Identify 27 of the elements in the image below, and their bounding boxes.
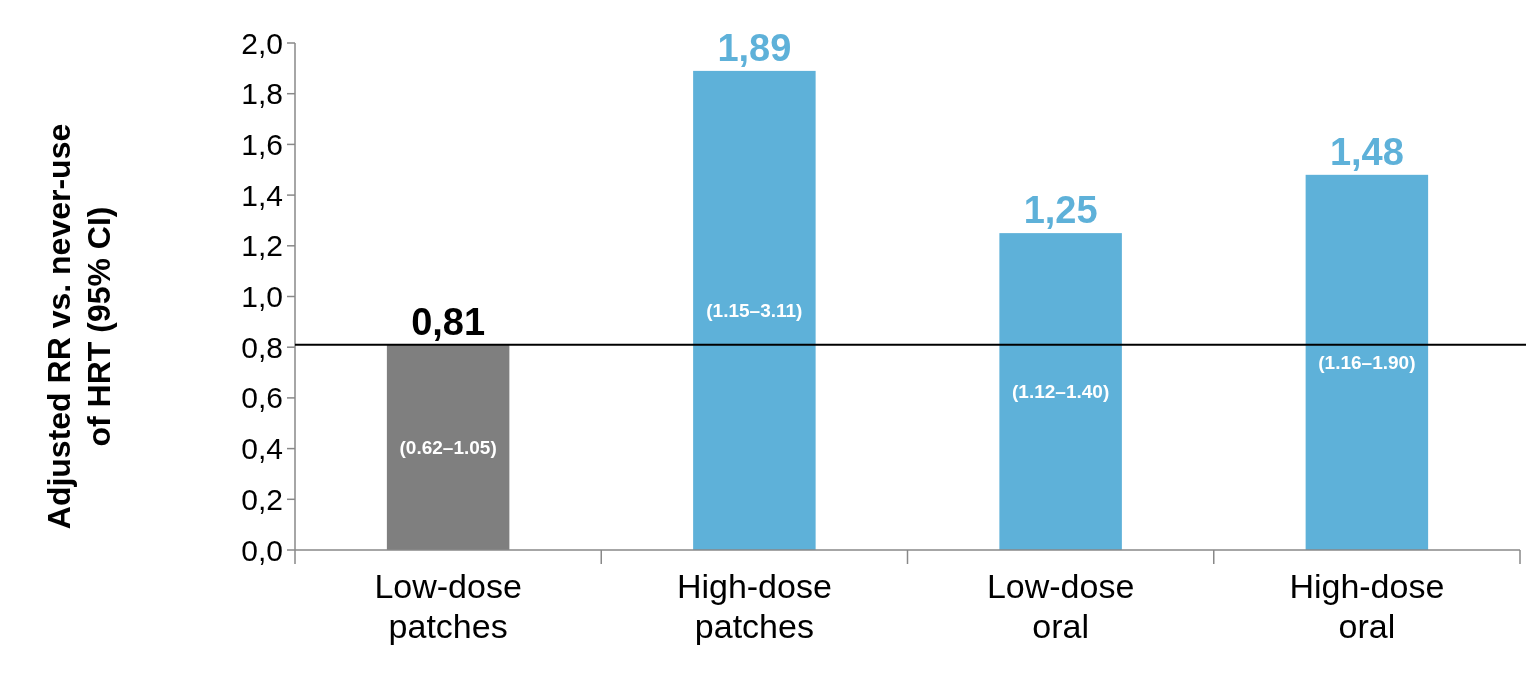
y-tick-label: 1,4 (241, 178, 283, 212)
y-tick-label: 1,2 (241, 229, 283, 263)
y-tick-label: 0,4 (241, 432, 283, 466)
y-tick-label: 2,0 (241, 26, 283, 60)
x-tick-label: Low-dose patches (374, 567, 522, 645)
y-tick-label: 1,0 (241, 280, 283, 313)
y-tick-label: 0,0 (241, 533, 283, 567)
bar (1305, 174, 1429, 550)
bar (693, 70, 816, 550)
bar (999, 233, 1122, 550)
y-tick-label: 1,6 (241, 127, 283, 161)
annotation: (1.15–3.11) (706, 300, 803, 322)
data-label: 1,48 (1329, 130, 1404, 173)
annotation: (0.62–1.05) (399, 436, 497, 458)
annotation: (1.16–1.90) (1318, 352, 1416, 374)
annotation: (1.12–1.40) (1012, 381, 1110, 403)
y-tick-label: 1,8 (241, 77, 283, 111)
data-label: 1,89 (717, 26, 792, 69)
y-tick-label: 0,8 (241, 330, 283, 364)
x-tick-label: High-dose patches (676, 567, 832, 645)
y-axis-title: Adjusted RR vs. never-use of HRT (95% CI) (41, 123, 117, 530)
data-label: 1,25 (1023, 189, 1098, 232)
x-tick-label: High-dose oral (1289, 567, 1445, 645)
data-label: 0,81 (411, 300, 486, 343)
y-tick-label: 0,2 (241, 482, 283, 516)
y-tick-label: 0,6 (241, 381, 283, 415)
x-tick-label: Low-dose oral (986, 567, 1135, 645)
